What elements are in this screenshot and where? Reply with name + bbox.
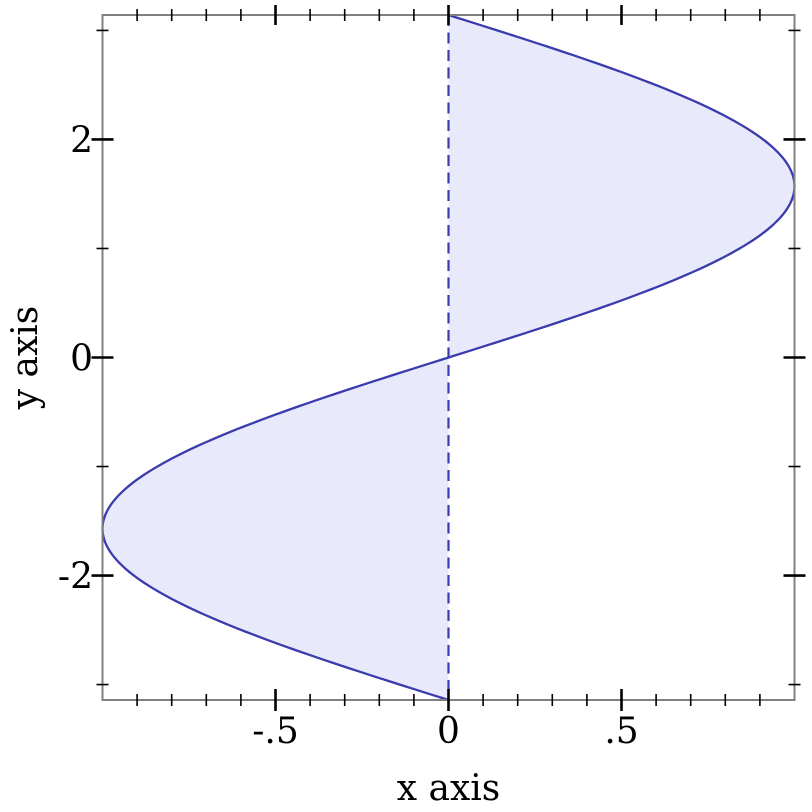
- minor-ticks: [96, 9, 801, 706]
- x-tick-label: .5: [604, 711, 638, 752]
- tick-labels: -.5 0 .5 -2 0 2: [58, 120, 639, 752]
- x-axis-label: x axis: [397, 768, 501, 809]
- x-tick-label: -.5: [252, 711, 299, 752]
- x-tick-label: 0: [437, 711, 460, 752]
- y-tick-label: -2: [58, 557, 93, 598]
- sine-curve: [101, 13, 796, 702]
- major-ticks: [91, 5, 806, 711]
- y-tick-label: 0: [70, 339, 93, 380]
- y-axis-label: y axis: [5, 306, 46, 411]
- y-tick-label: 2: [70, 120, 93, 161]
